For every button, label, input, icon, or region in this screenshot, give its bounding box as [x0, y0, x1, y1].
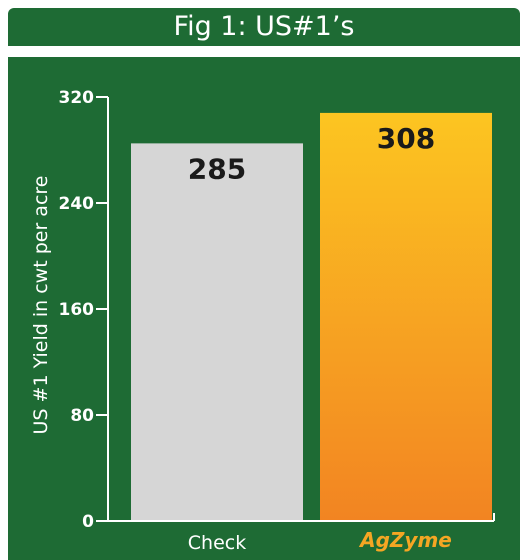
bar-chart: 285 308 0 80 160 240 320 Check AgZyme US #1 Yiel…: [30, 88, 495, 554]
y-tick-label-320: 320: [59, 88, 95, 108]
y-tick-label-0: 0: [82, 512, 94, 532]
bar-agzyme: [320, 112, 492, 522]
y-tick-label-240: 240: [59, 194, 95, 214]
x-label-agzyme: AgZyme: [358, 528, 452, 552]
y-axis-title: US #1 Yield in cwt per acre: [30, 176, 52, 435]
y-tick-label-160: 160: [59, 300, 95, 320]
y-tick-label-80: 80: [70, 406, 94, 426]
data-label-check: 285: [188, 152, 246, 185]
bar-check: [131, 143, 303, 521]
x-label-check: Check: [188, 532, 246, 554]
data-label-agzyme: 308: [377, 122, 435, 155]
chart-title: Fig 1: US#1’s: [8, 8, 520, 46]
chart-panel: 285 308 0 80 160 240 320 Check AgZyme US #1 Yiel…: [8, 57, 520, 560]
